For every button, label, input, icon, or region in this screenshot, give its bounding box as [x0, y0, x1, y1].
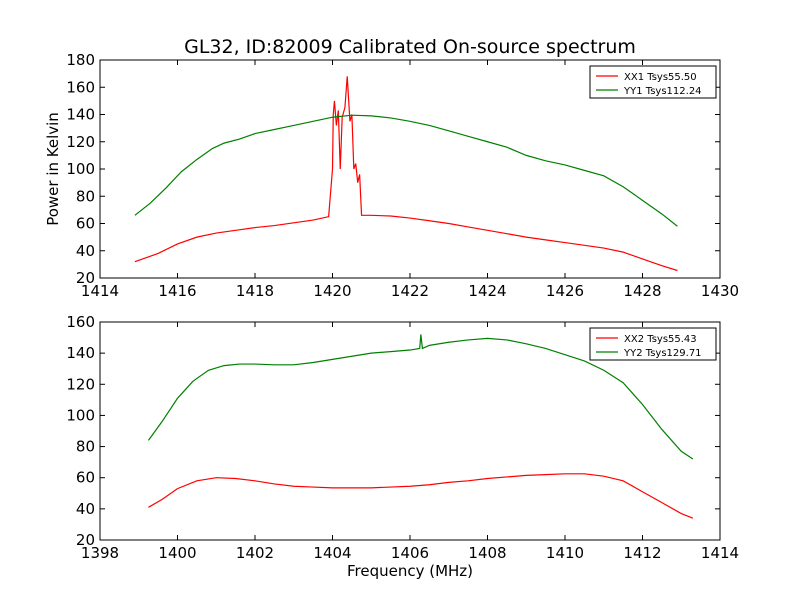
x-tick-label: 1422 [391, 282, 429, 300]
y-tick-label: 140 [66, 344, 95, 362]
legend-box [589, 65, 717, 99]
y-tick-label: 140 [66, 106, 95, 124]
x-tick-label: 1430 [701, 282, 739, 300]
x-tick-label: 1404 [313, 544, 351, 562]
bottom-panel: 1398 1400 1402 1404 1406 1408 1410 1412 1414 20 40… [66, 313, 739, 562]
legend-label-2: YY1 Tsys112.24 [623, 86, 702, 97]
y-tick-label: 180 [66, 51, 95, 69]
x-tick-label: 1410 [546, 544, 584, 562]
y-tick-label: 160 [66, 78, 95, 96]
x-tick-label: 1406 [391, 544, 429, 562]
chart-title: GL32, ID:82009 Calibrated On-source spec… [184, 36, 636, 58]
y-tick-label: 80 [76, 187, 95, 205]
y-tick-label: 120 [66, 375, 95, 393]
y-tick-label: 60 [76, 469, 95, 487]
top-panel: 1414 1416 1418 1420 1422 1424 1426 1428 1430 20 40… [66, 51, 739, 300]
y-tick-label: 160 [66, 313, 95, 331]
x-axis-label: Frequency (MHz) [347, 562, 473, 580]
x-tick-label: 1412 [623, 544, 661, 562]
x-tick-label: 1420 [313, 282, 351, 300]
y-tick-label: 120 [66, 133, 95, 151]
series-line-2 [147, 334, 694, 460]
x-tick-label: 1426 [546, 282, 584, 300]
y-tick-label: 80 [76, 438, 95, 456]
legend-box [589, 327, 717, 361]
x-tick-label: 1418 [236, 282, 274, 300]
legend-label-2: YY2 Tsys129.71 [623, 348, 702, 359]
y-tick-label: 60 [76, 215, 95, 233]
y-tick-label: 40 [76, 242, 95, 260]
y-tick-label: 20 [76, 269, 95, 287]
legend: XX2 Tsys55.43 YY2 Tsys129.71 [589, 327, 717, 361]
y-axis-label: Power in Kelvin [44, 112, 62, 226]
x-tick-label: 1428 [623, 282, 661, 300]
series-line-2 [134, 114, 678, 227]
x-tick-label: 1408 [468, 544, 506, 562]
x-tick-label: 1402 [236, 544, 274, 562]
legend-label-1: XX1 Tsys55.50 [624, 72, 697, 83]
series-line-1 [134, 76, 678, 272]
x-tick-label: 1400 [158, 544, 196, 562]
x-tick-label: 1414 [701, 544, 739, 562]
x-tick-label: 1424 [468, 282, 506, 300]
legend: XX1 Tsys55.50 YY1 Tsys112.24 [589, 65, 717, 99]
legend-label-1: XX2 Tsys55.43 [624, 334, 697, 345]
y-tick-label: 40 [76, 500, 95, 518]
y-tick-label: 20 [76, 531, 95, 549]
y-tick-label: 100 [66, 406, 95, 424]
x-tick-label: 1398 [81, 544, 119, 562]
y-tick-label: 100 [66, 160, 95, 178]
series-line-1 [148, 473, 694, 519]
x-tick-label: 1416 [158, 282, 196, 300]
x-tick-label: 1414 [81, 282, 119, 300]
